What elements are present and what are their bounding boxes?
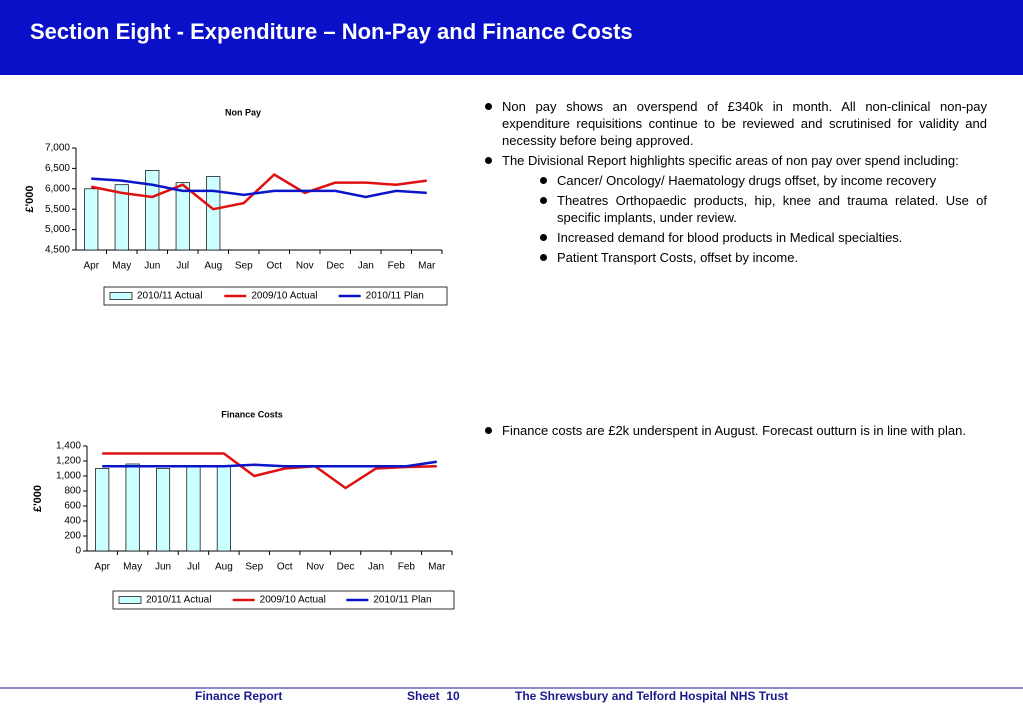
chart-title: Non Pay — [225, 107, 261, 117]
y-tick-label: 1,400 — [56, 441, 81, 452]
y-tick-label: 6,500 — [45, 163, 70, 174]
y-tick-label: 0 — [75, 546, 81, 557]
header-band — [0, 0, 1023, 75]
bullet — [540, 197, 547, 204]
y-tick-label: 400 — [64, 516, 81, 527]
x-tick-label: Apr — [83, 261, 99, 272]
y-tick-label: 5,500 — [45, 204, 70, 215]
bullet-text: Finance costs are £2k underspent in Augu… — [502, 423, 966, 438]
header-title: Section Eight - Expenditure – Non-Pay an… — [30, 19, 633, 44]
x-tick-label: Jun — [155, 562, 171, 573]
x-tick-label: Dec — [326, 261, 344, 272]
x-tick-label: Jul — [176, 261, 189, 272]
bullet-item: Increased demand for blood products in M… — [485, 229, 987, 246]
x-tick-label: Apr — [94, 562, 110, 573]
bar — [114, 184, 129, 251]
line-series — [91, 177, 427, 199]
y-axis-label: £'000 — [32, 485, 44, 512]
legend-label: 2009/10 Actual — [260, 595, 326, 606]
line-series — [102, 452, 437, 490]
x-tick-label: Aug — [215, 562, 233, 573]
y-tick-label: 5,000 — [45, 224, 70, 235]
y-axis-label: £'000 — [24, 185, 36, 212]
x-tick-label: Aug — [204, 261, 222, 272]
bar — [84, 188, 99, 251]
x-tick-label: Mar — [428, 562, 446, 573]
y-tick-label: 7,000 — [45, 143, 70, 154]
bullet-item: Non pay shows an overspend of £340k in m… — [485, 98, 987, 149]
x-tick-label: May — [112, 261, 131, 272]
legend-label: 2010/11 Plan — [373, 595, 431, 606]
y-tick-label: 200 — [64, 531, 81, 542]
bullet-text: Theatres Orthopaedic products, hip, knee… — [557, 193, 987, 225]
bullet — [485, 103, 492, 110]
x-tick-label: Nov — [306, 562, 324, 573]
bar — [156, 468, 171, 552]
bar — [125, 463, 140, 552]
line-series — [102, 460, 437, 468]
footer-center: Sheet 10 — [407, 689, 460, 703]
chart-title: Finance Costs — [221, 409, 283, 419]
bullet — [540, 234, 547, 241]
x-tick-label: Oct — [277, 562, 293, 573]
footer-left: Finance Report — [195, 689, 283, 703]
footer-right: The Shrewsbury and Telford Hospital NHS … — [515, 689, 789, 703]
legend-label: 2010/11 Actual — [137, 291, 202, 302]
bullet-item: Patient Transport Costs, offset by incom… — [485, 249, 987, 266]
x-tick-label: Mar — [418, 261, 436, 272]
bullet — [540, 177, 547, 184]
bullet-text: Cancer/ Oncology/ Haematology drugs offs… — [557, 173, 937, 188]
bar — [95, 468, 110, 552]
bar — [216, 465, 231, 552]
y-tick-label: 1,200 — [56, 456, 81, 467]
line-series — [91, 172, 427, 211]
legend-label: 2010/11 Actual — [146, 595, 211, 606]
bar — [206, 176, 221, 251]
bullet-text: The Divisional Report highlights specifi… — [502, 153, 959, 168]
bar — [186, 465, 201, 552]
x-tick-label: Oct — [266, 261, 282, 272]
legend-label: 2009/10 Actual — [251, 291, 317, 302]
y-tick-label: 1,000 — [56, 471, 81, 482]
x-tick-label: Dec — [337, 562, 355, 573]
notes-nonpay: Non pay shows an overspend of £340k in m… — [485, 98, 987, 269]
x-tick-label: Sep — [235, 261, 253, 272]
x-tick-label: Sep — [245, 562, 263, 573]
x-tick-label: Jan — [358, 261, 374, 272]
bullet-item: Theatres Orthopaedic products, hip, knee… — [485, 192, 987, 226]
x-tick-label: May — [123, 562, 142, 573]
bullet — [485, 157, 492, 164]
bullet-text: Increased demand for blood products in M… — [557, 230, 903, 245]
x-tick-label: Feb — [398, 562, 416, 573]
legend-label: 2010/11 Plan — [366, 291, 424, 302]
legend-box — [103, 286, 448, 306]
y-tick-label: 800 — [64, 486, 81, 497]
bullet-item: The Divisional Report highlights specifi… — [485, 152, 987, 169]
x-tick-label: Feb — [388, 261, 406, 272]
bullet-text: Non pay shows an overspend of £340k in m… — [502, 99, 987, 148]
legend-swatch — [118, 596, 142, 604]
x-tick-label: Jul — [187, 562, 200, 573]
bar — [145, 170, 160, 251]
bullet — [485, 427, 492, 434]
bar — [175, 182, 190, 251]
legend-box — [112, 590, 455, 610]
x-tick-label: Nov — [296, 261, 314, 272]
y-tick-label: 6,000 — [45, 183, 70, 194]
bullet — [540, 254, 547, 261]
y-tick-label: 600 — [64, 501, 81, 512]
bullet-item: Finance costs are £2k underspent in Augu… — [485, 422, 987, 439]
x-tick-label: Jun — [144, 261, 160, 272]
bullet-item: Cancer/ Oncology/ Haematology drugs offs… — [485, 172, 987, 189]
legend-swatch — [109, 292, 133, 300]
notes-finance: Finance costs are £2k underspent in Augu… — [485, 422, 987, 442]
bullet-text: Patient Transport Costs, offset by incom… — [557, 250, 799, 265]
y-tick-label: 4,500 — [45, 245, 70, 256]
x-tick-label: Jan — [368, 562, 384, 573]
